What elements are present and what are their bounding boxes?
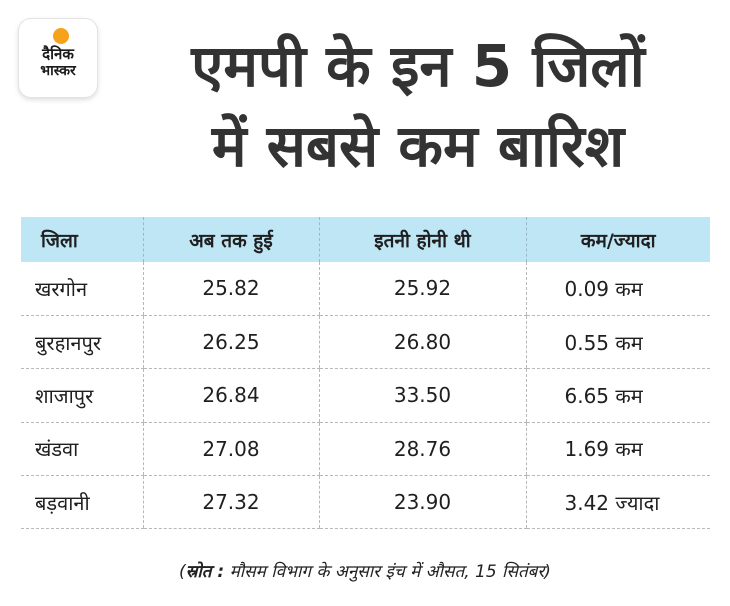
difference-cell: 1.69 कम: [525, 422, 710, 477]
headline-line2: में सबसे कम बारिश: [211, 112, 625, 180]
expected-cell: 33.50: [318, 368, 526, 423]
headline-line1: एमपी के इन 5 जिलों: [191, 32, 645, 100]
table-row: खरगोन 25.82 25.92 0.09 कम: [21, 262, 710, 316]
headline: एमपी के इन 5 जिलों में सबसे कम बारिश: [118, 26, 718, 186]
source-note: (स्रोत : मौसम विभाग के अनुसार इंच में औस…: [0, 559, 730, 582]
source-label: स्रोत :: [185, 562, 225, 582]
dainik-bhaskar-logo: दैनिक भास्कर: [19, 19, 97, 97]
district-cell: बड़वानी: [21, 475, 143, 530]
table-row: बुरहानपुर 26.25 26.80 0.55 कम: [21, 315, 710, 370]
column-header-difference: कम/ज्यादा: [525, 217, 710, 262]
expected-cell: 25.92: [318, 262, 526, 316]
difference-cell: 0.55 कम: [525, 315, 710, 370]
actual-cell: 26.25: [142, 315, 319, 370]
difference-cell: 0.09 कम: [525, 262, 710, 316]
column-header-district: जिला: [41, 229, 78, 252]
actual-cell: 27.32: [142, 475, 319, 530]
actual-cell: 26.84: [142, 368, 319, 423]
difference-cell: 6.65 कम: [525, 368, 710, 423]
source-open-paren: (: [179, 562, 186, 582]
actual-cell: 27.08: [142, 422, 319, 477]
actual-cell: 25.82: [142, 262, 319, 316]
expected-cell: 28.76: [318, 422, 526, 477]
expected-cell: 26.80: [318, 315, 526, 370]
expected-cell: 23.90: [318, 475, 526, 530]
table-header-row: जिला अब तक हुई इतनी होनी थी कम/ज्यादा: [21, 217, 710, 262]
column-header-expected: इतनी होनी थी: [318, 217, 526, 262]
rainfall-table: जिला अब तक हुई इतनी होनी थी कम/ज्यादा खर…: [21, 217, 710, 530]
district-cell: शाजापुर: [21, 368, 143, 423]
column-header-actual: अब तक हुई: [142, 217, 319, 262]
difference-cell: 3.42 ज्यादा: [525, 475, 710, 530]
logo-text-line2: भास्कर: [40, 63, 76, 79]
table-row: बड़वानी 27.32 23.90 3.42 ज्यादा: [21, 475, 710, 530]
table-row: शाजापुर 26.84 33.50 6.65 कम: [21, 368, 710, 423]
district-cell: बुरहानपुर: [21, 315, 143, 370]
source-text: मौसम विभाग के अनुसार इंच में औसत, 15 सित…: [224, 562, 551, 582]
logo-text-line1: दैनिक: [42, 45, 74, 63]
district-cell: खंडवा: [21, 422, 143, 477]
sun-icon: [53, 28, 69, 44]
district-cell: खरगोन: [21, 262, 143, 316]
table-row: खंडवा 27.08 28.76 1.69 कम: [21, 422, 710, 477]
